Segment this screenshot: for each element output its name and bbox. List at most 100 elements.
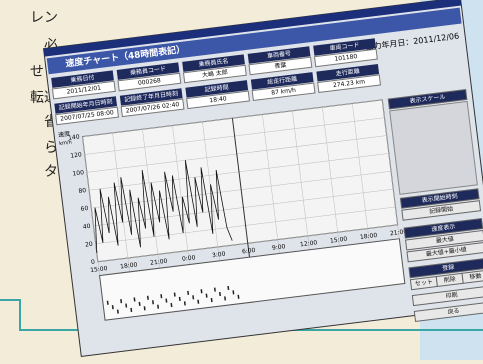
event-tick: [173, 292, 176, 297]
lower-area: [99, 238, 406, 321]
field-label-bg: [316, 64, 380, 82]
field-label-bg: [185, 80, 249, 98]
field-value: 101180: [334, 53, 358, 63]
event-tick: [192, 295, 195, 300]
field-value: 274.23 km: [333, 78, 366, 89]
scale-list: [389, 100, 478, 195]
button[interactable]: [461, 269, 483, 284]
header-band: [46, 7, 462, 75]
panel-title-bg: [403, 218, 483, 239]
y-tick-label: 80: [78, 187, 87, 195]
field-value: 青葉: [274, 61, 287, 70]
x-tick-label: 0:00: [182, 254, 196, 263]
title-bar: [43, 0, 462, 57]
button[interactable]: [411, 285, 483, 307]
x-tick-label: 6:00: [242, 247, 256, 256]
event-tick: [187, 290, 190, 295]
side-text-line: タ: [44, 164, 58, 180]
field-value: 大嶋 太郎: [201, 68, 228, 79]
event-tick: [237, 294, 240, 299]
y-tick-label: 0: [91, 259, 96, 266]
y-tick-label: 20: [85, 241, 94, 249]
field-label: 走行距離: [335, 67, 360, 78]
event-tick: [183, 301, 186, 306]
field-value-bg: [120, 98, 185, 118]
field-label-bg: [54, 96, 118, 114]
button-label[interactable]: 記録開始: [429, 205, 454, 216]
x-tick-label: 21:00: [150, 258, 168, 267]
button[interactable]: [404, 229, 483, 251]
button-label[interactable]: 印刷: [445, 291, 458, 300]
x-tick-label: 15:00: [90, 265, 108, 274]
side-text-line: レン: [30, 10, 58, 26]
field-value-bg: [186, 90, 250, 110]
y-tick-label: 140: [68, 133, 80, 141]
x-tick-label: 18:00: [360, 232, 378, 241]
event-tick: [133, 297, 136, 302]
field-value-bg: [51, 80, 116, 100]
x-tick-label: 18:00: [120, 261, 138, 270]
button[interactable]: [406, 241, 483, 263]
field-value: 000268: [138, 77, 162, 87]
event-tick: [116, 309, 119, 314]
field-value-bg: [251, 82, 316, 102]
field-value-bg: [182, 64, 247, 84]
button-label[interactable]: セット: [415, 279, 434, 288]
field-value-bg: [317, 74, 382, 94]
button-label[interactable]: 移動: [469, 272, 482, 281]
field-label: 総走行距離: [267, 75, 298, 87]
event-tick: [160, 294, 163, 299]
panel-title: 登録: [442, 263, 455, 272]
y-tick-label: 100: [72, 169, 84, 177]
button[interactable]: [413, 301, 483, 322]
y-tick-label: 120: [70, 151, 82, 159]
event-tick: [143, 306, 146, 311]
field-label-bg: [51, 70, 114, 88]
field-label-bg: [247, 46, 311, 64]
panel-title-bg: [399, 188, 480, 209]
button-label[interactable]: 戻る: [447, 306, 460, 315]
side-text-line: ら: [44, 140, 58, 156]
button-label[interactable]: 削除: [443, 275, 456, 284]
field-label-bg: [119, 88, 183, 106]
field-value-bg: [313, 48, 378, 68]
speed-line: [94, 160, 233, 253]
field-value: 18:40: [209, 95, 227, 104]
event-tick: [232, 290, 235, 295]
event-tick: [146, 295, 149, 300]
field-value: 2011/12/01: [66, 84, 101, 95]
field-label: 車両番号: [267, 49, 292, 60]
field-label: 乗務員氏名: [198, 57, 229, 69]
field-value-bg: [117, 72, 182, 92]
event-tick: [165, 298, 168, 303]
field-label: 車両コード: [329, 41, 360, 53]
event-tick: [205, 293, 208, 298]
field-label: 乗務日付: [70, 73, 95, 84]
button[interactable]: [401, 200, 482, 221]
event-tick: [111, 305, 114, 310]
event-tick: [138, 301, 141, 306]
x-tick-label: 12:00: [300, 239, 318, 248]
event-tick: [227, 285, 230, 291]
panel-title-bg: [387, 88, 468, 110]
event-tick: [219, 291, 221, 297]
field-value-bg: [248, 56, 313, 76]
event-tick: [157, 304, 160, 309]
window: 速度チャート（48時間表記）出力年月日：2011/12/06乗務日付2011/1…: [42, 0, 483, 357]
field-label-bg: [250, 72, 314, 90]
x-tick-label: 9:00: [272, 243, 286, 252]
x-tick-label: 3:00: [212, 251, 226, 260]
y-unit: km/h: [59, 139, 72, 146]
button-label[interactable]: 最大値: [435, 235, 454, 245]
event-tick: [210, 298, 213, 303]
field-label: 記録時間: [204, 83, 229, 94]
event-tick: [224, 296, 227, 301]
field-label-bg: [116, 62, 180, 80]
y-tick-label: 60: [80, 205, 89, 213]
event-tick: [178, 296, 181, 302]
event-tick: [130, 307, 133, 313]
y-label: 速度: [58, 130, 71, 139]
event-tick: [170, 302, 173, 308]
x-tick-label: 21:00: [390, 228, 408, 237]
